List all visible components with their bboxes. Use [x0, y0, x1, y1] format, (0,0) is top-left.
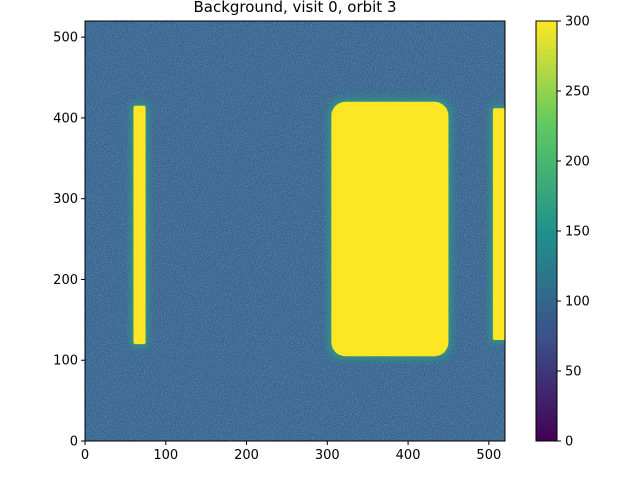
x-tick-label: 200 — [234, 448, 259, 463]
y-axis: 0 100 200 300 400 500 — [53, 31, 85, 450]
x-tick-label: 300 — [315, 448, 340, 463]
colorbar-tick-label: 300 — [565, 15, 590, 30]
x-axis: 0 100 200 300 400 500 — [81, 441, 501, 463]
plot-area — [85, 21, 505, 441]
y-tick-label: 300 — [53, 192, 78, 207]
x-tick-label: 100 — [153, 448, 178, 463]
y-tick-label: 0 — [70, 435, 78, 450]
x-tick-label: 0 — [81, 448, 89, 463]
plot-frame — [84, 20, 506, 442]
y-tick-label: 100 — [53, 354, 78, 369]
colorbar-ticks: 0 50 100 150 200 250 300 — [557, 15, 590, 450]
x-tick-label: 400 — [396, 448, 421, 463]
colorbar-tick-label: 50 — [565, 365, 582, 380]
colorbar-tick-label: 250 — [565, 85, 590, 100]
colorbar-tick-label: 150 — [565, 225, 590, 240]
colorbar-tick-label: 0 — [565, 435, 573, 450]
x-tick-label: 500 — [476, 448, 501, 463]
y-tick-label: 200 — [53, 273, 78, 288]
colorbar-tick-label: 100 — [565, 295, 590, 310]
y-tick-label: 500 — [53, 31, 78, 46]
features-layer — [130, 98, 505, 360]
colorbar-tick-label: 200 — [565, 155, 590, 170]
right-strip — [492, 108, 505, 341]
colorbar: 0 50 100 150 200 250 300 — [535, 15, 590, 450]
colorbar-gradient — [536, 21, 557, 441]
center-block — [331, 101, 449, 357]
y-tick-label: 400 — [53, 111, 78, 126]
chart-title: Background, visit 0, orbit 3 — [193, 0, 396, 16]
left-strip — [133, 105, 146, 345]
